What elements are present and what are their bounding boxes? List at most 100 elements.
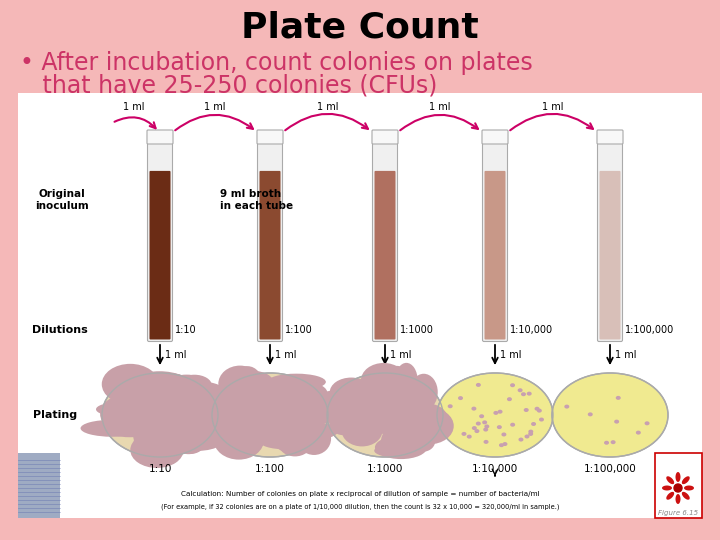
Ellipse shape bbox=[479, 414, 484, 418]
Ellipse shape bbox=[352, 400, 403, 417]
Ellipse shape bbox=[374, 387, 436, 410]
Ellipse shape bbox=[666, 492, 674, 500]
Ellipse shape bbox=[295, 383, 328, 403]
Ellipse shape bbox=[274, 420, 292, 451]
Ellipse shape bbox=[181, 399, 215, 432]
Text: 1 ml: 1 ml bbox=[390, 350, 412, 360]
Ellipse shape bbox=[177, 434, 204, 454]
Text: that have 25-250 colonies (CFUs): that have 25-250 colonies (CFUs) bbox=[20, 73, 437, 97]
Ellipse shape bbox=[297, 422, 331, 455]
Ellipse shape bbox=[341, 415, 382, 447]
Ellipse shape bbox=[501, 433, 506, 436]
Ellipse shape bbox=[476, 383, 481, 387]
Ellipse shape bbox=[177, 375, 212, 396]
Ellipse shape bbox=[507, 397, 512, 401]
Ellipse shape bbox=[330, 377, 373, 407]
Ellipse shape bbox=[666, 476, 674, 484]
Ellipse shape bbox=[564, 404, 570, 409]
Ellipse shape bbox=[125, 405, 170, 437]
Ellipse shape bbox=[376, 409, 433, 437]
Ellipse shape bbox=[682, 492, 690, 500]
Ellipse shape bbox=[171, 385, 227, 413]
Text: Plate Count: Plate Count bbox=[241, 11, 479, 45]
Ellipse shape bbox=[644, 421, 649, 426]
Text: 1 ml: 1 ml bbox=[541, 102, 563, 112]
Circle shape bbox=[674, 484, 682, 492]
Ellipse shape bbox=[377, 407, 405, 427]
Ellipse shape bbox=[467, 435, 472, 438]
Ellipse shape bbox=[273, 406, 302, 427]
FancyBboxPatch shape bbox=[259, 171, 281, 340]
Ellipse shape bbox=[143, 389, 170, 423]
Ellipse shape bbox=[374, 444, 420, 457]
Ellipse shape bbox=[153, 373, 189, 394]
Ellipse shape bbox=[552, 373, 668, 457]
Ellipse shape bbox=[137, 419, 189, 458]
Ellipse shape bbox=[237, 428, 265, 444]
Ellipse shape bbox=[614, 420, 619, 423]
Text: 1:1000: 1:1000 bbox=[400, 325, 434, 335]
Ellipse shape bbox=[120, 396, 158, 421]
Ellipse shape bbox=[528, 430, 534, 434]
Ellipse shape bbox=[246, 403, 279, 421]
Ellipse shape bbox=[518, 388, 523, 392]
Ellipse shape bbox=[493, 411, 498, 415]
Text: 1 ml: 1 ml bbox=[615, 350, 636, 360]
Text: Figure 6.15: Figure 6.15 bbox=[658, 510, 698, 516]
Ellipse shape bbox=[140, 407, 191, 430]
Ellipse shape bbox=[146, 417, 175, 453]
Ellipse shape bbox=[675, 472, 680, 482]
Ellipse shape bbox=[183, 394, 213, 408]
Ellipse shape bbox=[192, 399, 212, 429]
Ellipse shape bbox=[197, 396, 246, 420]
Ellipse shape bbox=[256, 394, 312, 416]
Ellipse shape bbox=[137, 406, 181, 420]
Ellipse shape bbox=[267, 374, 326, 390]
Ellipse shape bbox=[226, 389, 268, 415]
Ellipse shape bbox=[537, 409, 542, 413]
Ellipse shape bbox=[114, 385, 174, 399]
Text: 1 ml: 1 ml bbox=[500, 350, 521, 360]
Ellipse shape bbox=[472, 426, 477, 430]
Ellipse shape bbox=[329, 384, 385, 424]
Ellipse shape bbox=[510, 423, 515, 427]
FancyBboxPatch shape bbox=[482, 130, 508, 144]
Text: (For example, if 32 colonies are on a plate of 1/10,000 dilution, then the count: (For example, if 32 colonies are on a pl… bbox=[161, 504, 559, 510]
Ellipse shape bbox=[206, 388, 240, 413]
Ellipse shape bbox=[401, 385, 428, 419]
Ellipse shape bbox=[217, 421, 238, 433]
Ellipse shape bbox=[382, 382, 402, 414]
Ellipse shape bbox=[96, 403, 135, 416]
Ellipse shape bbox=[102, 364, 159, 404]
Ellipse shape bbox=[437, 373, 553, 457]
Ellipse shape bbox=[474, 429, 480, 433]
FancyBboxPatch shape bbox=[258, 133, 282, 341]
FancyBboxPatch shape bbox=[372, 133, 397, 341]
Text: Plating: Plating bbox=[33, 410, 77, 420]
Ellipse shape bbox=[132, 409, 182, 427]
Ellipse shape bbox=[539, 417, 544, 422]
Ellipse shape bbox=[523, 408, 528, 412]
Ellipse shape bbox=[101, 409, 140, 423]
Ellipse shape bbox=[253, 386, 307, 409]
Ellipse shape bbox=[150, 401, 199, 428]
Ellipse shape bbox=[510, 383, 515, 387]
Text: 1 ml: 1 ml bbox=[429, 102, 451, 112]
Text: 1:10: 1:10 bbox=[148, 464, 171, 474]
Ellipse shape bbox=[259, 433, 313, 449]
Text: 1 ml: 1 ml bbox=[123, 102, 145, 112]
FancyBboxPatch shape bbox=[374, 171, 395, 340]
Ellipse shape bbox=[279, 383, 320, 421]
Ellipse shape bbox=[133, 427, 163, 447]
Ellipse shape bbox=[129, 371, 190, 400]
Ellipse shape bbox=[262, 405, 310, 437]
Ellipse shape bbox=[214, 412, 235, 440]
Ellipse shape bbox=[312, 390, 365, 413]
Ellipse shape bbox=[138, 410, 176, 444]
Text: 1 ml: 1 ml bbox=[275, 350, 297, 360]
Text: 1:100: 1:100 bbox=[285, 325, 312, 335]
Ellipse shape bbox=[109, 415, 157, 436]
Ellipse shape bbox=[107, 422, 153, 437]
Ellipse shape bbox=[171, 422, 201, 448]
Ellipse shape bbox=[134, 421, 159, 458]
